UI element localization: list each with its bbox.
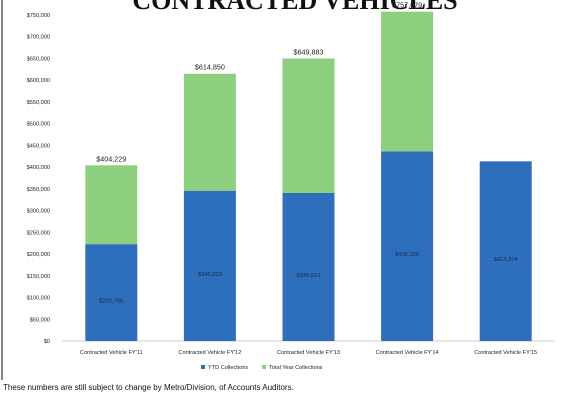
bar-total-year-collections [282,58,335,193]
y-tick-label: $500,000 [27,122,50,128]
x-tick-label: Contracted Vehicle FY'14 [376,350,439,356]
bar-ytd-collections [183,190,236,341]
y-tick-label: $300,000 [27,209,50,215]
data-label-total: $404,229 [96,154,126,163]
data-label-ytd: $340,612 [296,273,320,279]
legend-label-ytd: YTD Collections [208,365,248,371]
y-tick-label: $650,000 [27,56,50,62]
legend-swatch-total [262,365,266,369]
y-tick-label: $0 [44,339,50,345]
y-tick-label: $400,000 [27,165,50,171]
legend-label-total: Total Year Collections [269,365,323,371]
data-label-ytd: $413,374 [494,257,519,263]
data-label-ytd: $222,786 [99,299,123,305]
data-label-total: $614,850 [195,63,225,72]
y-tick-label: $50,000 [30,317,50,323]
x-tick-label: Contracted Vehicle FY'12 [178,350,241,356]
x-tick-label: Contracted Vehicle FY'13 [277,350,340,356]
y-tick-label: $700,000 [27,35,50,41]
y-tick-label: $450,000 [27,143,50,149]
y-tick-label: $550,000 [27,100,50,106]
y-tick-label: $250,000 [27,230,50,236]
y-tick-label: $750,000 [27,13,50,19]
bar-ytd-collections [282,192,335,341]
y-tick-label: $200,000 [27,252,50,258]
data-label-ytd: $436,325 [395,252,419,258]
footnote: These numbers are still subject to chang… [3,383,294,392]
x-tick-label: Contracted Vehicle FY'11 [80,350,143,356]
bar-ytd-collections [479,161,532,341]
bar-total-year-collections [183,73,236,191]
y-tick-label: $350,000 [27,187,50,193]
y-tick-label: $150,000 [27,274,50,280]
bar-ytd-collections [85,244,138,341]
data-label-total: $649,883 [294,48,324,57]
bar-ytd-collections [381,151,434,341]
y-tick-label: $600,000 [27,78,50,84]
bar-total-year-collections [85,165,138,245]
x-tick-label: Contracted Vehicle FY'15 [474,350,537,356]
data-label-total: $757,679 [392,1,422,10]
data-label-ytd: $345,823 [198,272,222,278]
y-tick-label: $100,000 [27,296,50,302]
bar-total-year-collections [381,11,434,152]
chart-title: CONTRACTED VEHICLES [132,0,457,15]
legend-swatch-ytd [201,365,205,369]
